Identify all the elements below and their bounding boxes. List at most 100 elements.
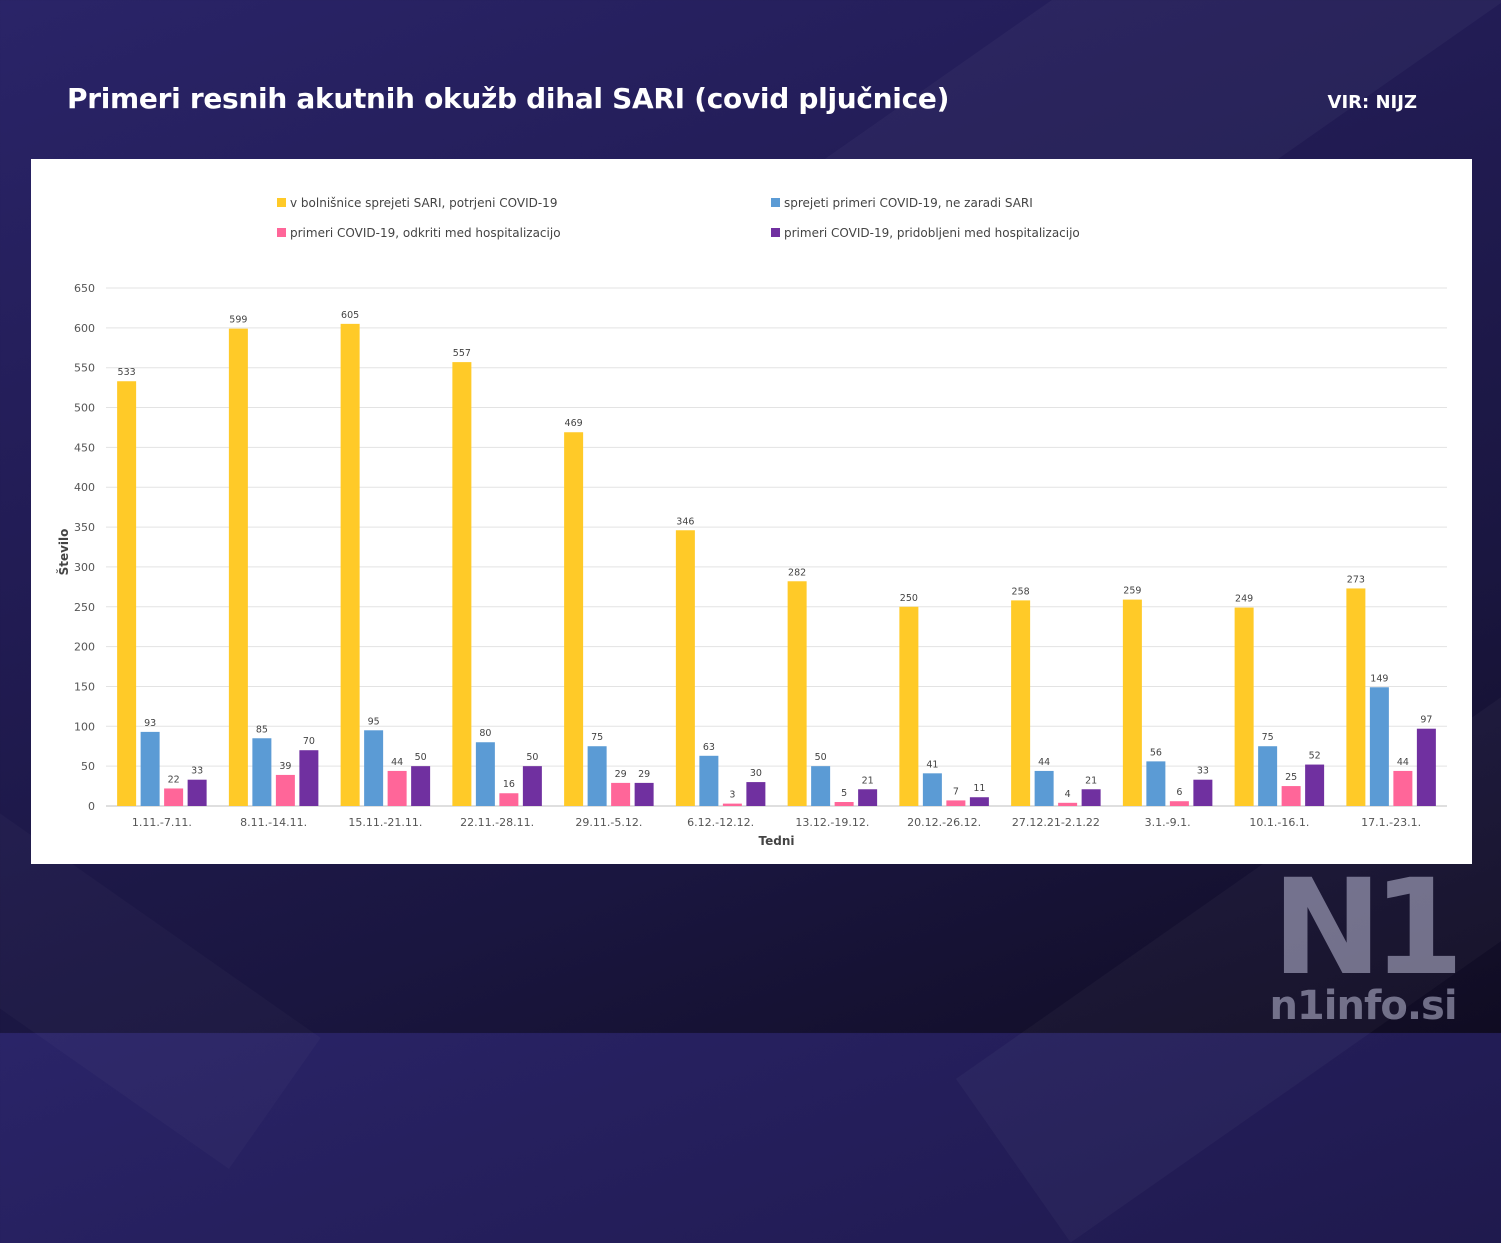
data-label: 346 [676,516,694,527]
data-label: 44 [1397,757,1409,768]
data-label: 39 [279,761,291,772]
data-label: 97 [1420,715,1432,726]
data-label: 599 [229,315,247,326]
data-label: 33 [191,766,203,777]
y-tick-label: 600 [74,322,95,335]
data-label: 605 [341,310,359,321]
bar [117,381,137,806]
bar [922,773,942,806]
x-tick-label: 22.11.-28.11. [460,816,534,829]
bar [1034,770,1054,806]
x-tick-label: 13.12.-19.12. [795,816,869,829]
y-tick-label: 550 [74,362,95,375]
bar [634,782,654,806]
data-label: 11 [973,783,985,794]
data-label: 30 [750,768,762,779]
data-label: 75 [1262,732,1274,743]
n1-logo: N1 n1info.si [1268,851,1464,1026]
data-label: 25 [1285,772,1297,783]
bar [452,362,472,806]
y-axis-ticks: 0 50 100 150 200 250 300 350 400 450 500 550 600 650 [74,282,95,813]
bar [299,750,319,806]
data-label: 21 [1085,775,1097,786]
data-label: 557 [453,348,471,359]
x-axis-title: Tedni [759,834,795,848]
bar [787,581,807,806]
legend-swatch [277,228,286,237]
y-axis-title: Število [56,529,71,576]
y-tick-label: 150 [74,680,95,693]
data-label: 149 [1370,673,1388,684]
data-label: 258 [1012,586,1030,597]
bar [411,766,431,806]
data-label: 4 [1065,789,1071,800]
bar [364,730,384,806]
y-tick-label: 350 [74,521,95,534]
bar [969,797,989,806]
data-label: 44 [1038,757,1050,768]
bar [746,782,766,806]
data-label: 29 [615,769,627,780]
data-label: 259 [1123,586,1141,597]
bar [675,530,695,806]
data-label: 50 [815,752,827,763]
data-label: 29 [638,769,650,780]
data-label: 249 [1235,594,1253,605]
data-label: 85 [256,724,268,735]
x-tick-label: 10.1.-16.1. [1249,816,1309,829]
bar [1416,728,1436,806]
bar [228,328,248,806]
bar [811,766,831,806]
data-label: 533 [118,367,136,378]
bar [387,770,407,806]
data-label: 80 [479,728,491,739]
data-label: 95 [368,716,380,727]
bar [1346,588,1366,806]
data-label: 52 [1309,751,1321,762]
y-tick-label: 50 [81,760,95,773]
bar [475,742,495,806]
data-label: 6 [1176,787,1182,798]
chart-panel: 0 50 100 150 200 250 300 350 400 450 500 550 600 650 … [31,159,1472,864]
bar [1393,770,1413,806]
bar [1011,600,1031,806]
bar [164,788,184,806]
bar [946,800,966,806]
bar [1122,599,1142,806]
data-label: 273 [1347,574,1365,585]
bar [899,606,919,806]
x-tick-label: 27.12.21-2.1.22 [1012,816,1100,829]
source-label: VIR: NIJZ [1327,92,1417,113]
data-label: 7 [953,786,959,797]
logo-mark: N1 [1271,851,1464,1005]
data-label: 44 [391,757,403,768]
x-tick-label: 29.11.-5.12. [575,816,642,829]
y-tick-label: 300 [74,561,95,574]
bar [1058,802,1078,806]
bar [1258,746,1278,806]
page-title: Primeri resnih akutnih okužb dihal SARI … [67,82,950,115]
legend-label: primeri COVID-19, odkriti med hospitaliz… [290,226,561,240]
bar [275,774,295,806]
x-tick-label: 1.11.-7.11. [132,816,192,829]
legend-label: primeri COVID-19, pridobljeni med hospit… [784,226,1080,240]
bar [834,802,854,806]
x-tick-label: 6.12.-12.12. [687,816,754,829]
data-label: 93 [144,718,156,729]
bar [187,779,207,806]
y-tick-label: 100 [74,720,95,733]
y-tick-label: 400 [74,481,95,494]
y-tick-label: 200 [74,641,95,654]
bar [1169,801,1189,806]
legend-swatch [277,198,286,207]
grid-lines [106,287,1447,807]
bar [1146,761,1166,806]
y-tick-label: 250 [74,601,95,614]
bar [340,323,360,806]
bar [611,782,631,806]
x-tick-label: 17.1.-23.1. [1361,816,1421,829]
bar [858,789,878,806]
legend: v bolnišnice sprejeti SARI, potrjeni COV… [277,196,1080,240]
bar-series [117,323,1436,806]
